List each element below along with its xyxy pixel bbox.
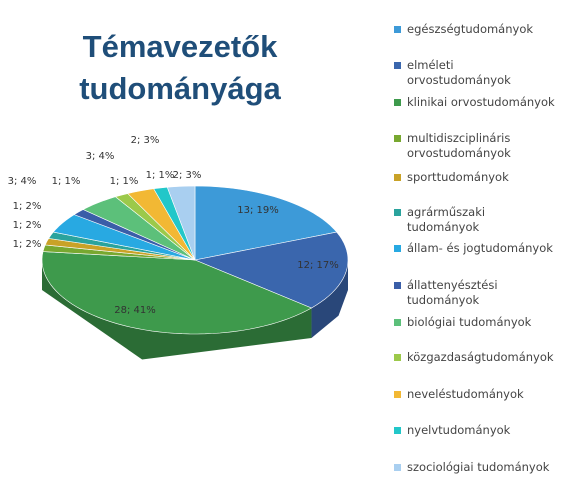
legend-label: állam- és jogtudományok — [407, 241, 553, 255]
legend-label: klinikai orvostudományok — [407, 95, 555, 109]
legend-swatch — [394, 62, 401, 69]
slice-side — [311, 260, 348, 338]
legend-swatch — [394, 464, 401, 471]
legend-label: sporttudományok — [407, 170, 509, 184]
data-label: 13; 19% — [237, 205, 279, 216]
data-label: 1; 1% — [146, 170, 175, 181]
chart-title: Témavezetők tudományága — [79, 29, 281, 106]
data-label: 2; 3% — [173, 170, 202, 181]
data-label: 1; 2% — [13, 201, 42, 212]
slice-side — [42, 260, 312, 360]
legend-swatch — [394, 282, 401, 289]
legend-swatch — [394, 174, 401, 181]
legend-swatch — [394, 135, 401, 142]
slice — [82, 196, 196, 261]
data-label: 3; 4% — [8, 176, 37, 187]
data-label: 1; 1% — [52, 176, 81, 187]
slice — [194, 185, 338, 261]
legend-label: neveléstudományok — [407, 387, 524, 401]
slice — [166, 185, 196, 261]
legend-swatch — [394, 245, 401, 252]
legend-label: biológiai tudományok — [407, 315, 532, 329]
data-label: 12; 17% — [297, 260, 339, 271]
legend-label: szociológiai tudományok — [407, 460, 550, 474]
data-label: 1; 2% — [13, 220, 42, 231]
data-label: 1; 1% — [110, 176, 139, 187]
legend-swatch — [394, 209, 401, 216]
slice — [41, 251, 313, 335]
legend-swatch — [394, 354, 401, 361]
legend-swatch — [394, 427, 401, 434]
data-label: 3; 4% — [86, 151, 115, 162]
legend-label: egészségtudományok — [407, 22, 534, 36]
data-label: 28; 41% — [114, 305, 156, 316]
legend-swatch — [394, 26, 401, 33]
legend-label: nyelvtudományok — [407, 423, 511, 437]
data-label: 2; 3% — [131, 135, 160, 146]
slice — [193, 231, 349, 309]
data-label: 1; 2% — [13, 239, 42, 250]
slice — [52, 214, 196, 261]
legend-label: multidiszciplináris orvostudományok — [407, 131, 511, 160]
legend-swatch — [394, 99, 401, 106]
legend-swatch — [394, 319, 401, 326]
legend-label: agrárműszaki tudományok — [407, 205, 486, 234]
legend-swatch — [394, 391, 401, 398]
legend-label: állattenyésztési tudományok — [407, 278, 498, 307]
legend-label: elméleti orvostudományok — [407, 58, 511, 87]
legend-label: közgazdaságtudományok — [407, 350, 554, 364]
